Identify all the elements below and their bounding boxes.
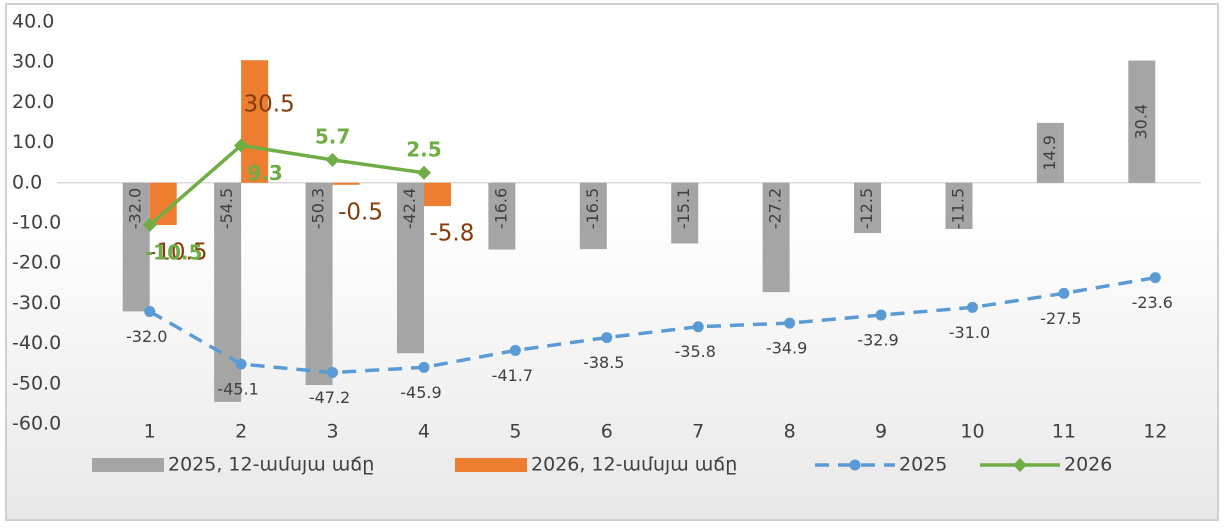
bar: [305, 182, 333, 386]
bar-label: -16.6: [491, 188, 510, 229]
line-label: -34.9: [766, 339, 807, 358]
line: [148, 143, 425, 227]
bar-label: -12.5: [857, 188, 876, 229]
y-tick-label: -40.0: [12, 332, 61, 354]
bar: [488, 182, 516, 250]
legend-swatch: [92, 458, 164, 472]
bar-label: -42.4: [400, 188, 419, 229]
bar-label: 30.4: [1131, 104, 1150, 140]
x-tick-label: 5: [509, 421, 521, 443]
line-label: -32.0: [126, 327, 167, 346]
x-tick-label: 11: [1052, 421, 1076, 443]
bar: [241, 60, 269, 183]
bar: [122, 182, 150, 312]
y-tick-label: 0.0: [12, 171, 42, 193]
x-tick-label: 4: [418, 421, 430, 443]
y-tick-label: -20.0: [12, 252, 61, 274]
bar: [579, 182, 607, 250]
bar-label: -16.5: [583, 188, 602, 229]
bar: [854, 182, 882, 234]
bar-label: -27.2: [766, 188, 785, 229]
bar-label: 30.5: [244, 92, 295, 118]
marker: [692, 321, 704, 333]
marker: [327, 367, 339, 379]
line-label: -31.0: [949, 323, 990, 342]
y-tick-label: -60.0: [12, 413, 61, 435]
legend-label: 2025, 12-ամսյա աճը: [168, 454, 374, 476]
bar: [1128, 60, 1156, 183]
marker: [325, 152, 340, 167]
bar: [332, 182, 360, 185]
bar-label: -54.5: [217, 188, 236, 229]
legend-marker: [1013, 458, 1027, 472]
line-label: -38.5: [583, 353, 624, 372]
y-tick-label: 10.0: [12, 131, 54, 153]
line-label: 2.5: [406, 137, 441, 161]
frame: [5, 3, 1219, 521]
line-label: -45.9: [400, 383, 441, 402]
bar-label: -15.1: [674, 188, 693, 229]
marker: [142, 218, 157, 233]
bar: [396, 182, 424, 354]
x-tick-label: 2: [235, 421, 247, 443]
bar-label: -10.5: [148, 240, 208, 266]
line-label: -47.2: [309, 388, 350, 407]
legend-label: 2025: [899, 454, 947, 476]
marker: [144, 305, 156, 317]
marker: [234, 138, 249, 153]
y-tick-label: -50.0: [12, 372, 61, 394]
line-label: -27.5: [1040, 309, 1081, 328]
marker: [601, 332, 613, 344]
plot: -60.0 -50.0 -40.0 -30.0 -20.0 -10.0 0.0 10.0 20.…: [12, 11, 1201, 476]
marker: [1058, 287, 1070, 299]
legend-label: 2026, 12-ամսյա աճը: [531, 454, 737, 476]
line-label: 5.7: [315, 124, 350, 148]
bar: [423, 182, 451, 207]
line-label: -23.6: [1132, 293, 1173, 312]
marker: [509, 344, 521, 356]
x-tick-label: 12: [1143, 421, 1167, 443]
bar-label: -32.0: [126, 188, 145, 229]
bar: [671, 182, 699, 244]
bar: [1036, 122, 1064, 183]
marker: [784, 317, 796, 329]
line-label: 9.3: [247, 161, 282, 185]
line: [148, 275, 1156, 375]
y-tick-label: 20.0: [12, 91, 54, 113]
x-tick-label: 7: [692, 421, 704, 443]
bar: [762, 182, 790, 293]
line-label: -41.7: [492, 366, 533, 385]
marker: [418, 361, 430, 373]
marker: [875, 309, 887, 321]
line-label: -45.1: [217, 380, 258, 399]
x-tick-label: 1: [144, 421, 156, 443]
legend-swatch: [455, 458, 527, 472]
x-tick-label: 3: [326, 421, 338, 443]
x-tick-label: 10: [960, 421, 984, 443]
bar-label: -5.8: [430, 221, 475, 247]
x-tick-label: 6: [601, 421, 613, 443]
marker: [416, 165, 431, 180]
x-tick-label: 9: [875, 421, 887, 443]
line-label: -35.8: [675, 342, 716, 361]
marker: [1149, 272, 1161, 284]
y-tick-label: 40.0: [12, 11, 54, 33]
marker: [235, 358, 247, 370]
y-tick-label: 30.0: [12, 51, 54, 73]
bar-label: -0.5: [338, 199, 383, 225]
legend-label: 2026: [1064, 454, 1112, 476]
bar-label: -50.3: [309, 188, 328, 229]
line-label: -32.9: [857, 331, 898, 350]
line-label: -10.5: [145, 241, 203, 265]
legend-marker: [849, 459, 861, 471]
marker: [966, 301, 978, 313]
bar-label: -11.5: [948, 188, 967, 229]
y-tick-label: -10.0: [12, 212, 61, 234]
x-tick-label: 8: [784, 421, 796, 443]
bar: [945, 182, 973, 230]
bar-label: 14.9: [1040, 135, 1059, 171]
y-tick-label: -30.0: [12, 292, 61, 314]
